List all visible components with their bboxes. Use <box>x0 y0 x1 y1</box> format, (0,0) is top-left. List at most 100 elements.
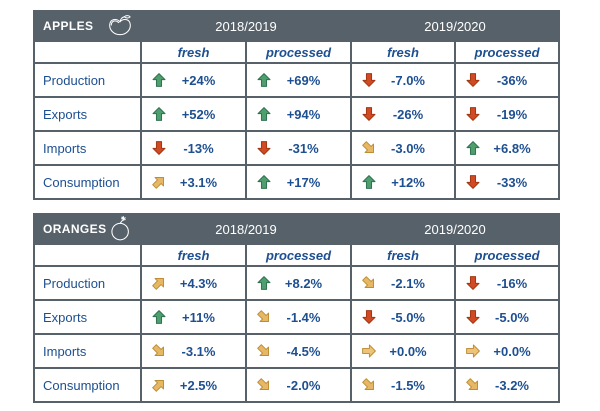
value-cell: +8.2% <box>244 265 353 301</box>
value-text: -13% <box>183 140 214 156</box>
trend-arrow-icon <box>465 309 481 325</box>
trend-arrow-icon <box>151 377 167 393</box>
table-row: Consumption +2.5% -2.0% -1.5% -3.2% <box>33 367 561 403</box>
subheader-processed: processed <box>244 243 353 267</box>
subheader-processed: processed <box>454 40 561 64</box>
value-text: +0.0% <box>493 343 531 359</box>
oranges-title-cell: ORANGES <box>33 213 142 245</box>
value-text: +8.2% <box>284 275 323 291</box>
value-text: -19% <box>496 106 528 122</box>
value-cell: -2.1% <box>350 265 457 301</box>
value-cell: +12% <box>350 164 457 200</box>
trend-arrow-icon <box>151 309 167 325</box>
apples-title-cell: APPLES <box>33 10 142 42</box>
empty-cell <box>33 243 142 267</box>
value-text: +0.0% <box>389 343 427 359</box>
value-text: -36% <box>496 72 528 88</box>
trend-arrow-icon <box>361 343 377 359</box>
trend-arrow-icon <box>151 140 167 156</box>
value-text: +12% <box>391 174 425 190</box>
trend-arrow-icon <box>361 140 377 156</box>
value-cell: -19% <box>454 96 561 132</box>
value-text: -3.0% <box>391 140 425 156</box>
value-cell: +6.8% <box>454 130 561 166</box>
value-text: -2.0% <box>286 377 321 393</box>
row-label: Imports <box>33 130 142 166</box>
value-text: -5.0% <box>495 309 529 325</box>
value-text: -26% <box>392 106 424 122</box>
trend-arrow-icon <box>256 140 272 156</box>
trend-arrow-icon <box>465 377 481 393</box>
value-cell: -33% <box>454 164 561 200</box>
value-text: -33% <box>496 174 528 190</box>
year-header-2019-2020: 2019/2020 <box>350 213 561 245</box>
row-label: Exports <box>33 96 142 132</box>
value-cell: +94% <box>244 96 353 132</box>
table-row: Consumption +3.1% +17% +12% -33% <box>33 164 561 200</box>
trend-arrow-icon <box>256 343 272 359</box>
trend-arrow-icon <box>256 174 272 190</box>
trend-arrow-icon <box>151 72 167 88</box>
subheader-processed: processed <box>454 243 561 267</box>
subheader-fresh: fresh <box>140 243 247 267</box>
value-text: +3.1% <box>179 174 218 190</box>
value-cell: -31% <box>244 130 353 166</box>
value-cell: -3.1% <box>140 333 247 369</box>
row-label: Imports <box>33 333 142 369</box>
trend-arrow-icon <box>256 377 272 393</box>
trend-arrow-icon <box>465 140 481 156</box>
table-title: APPLES <box>43 19 94 33</box>
value-cell: +69% <box>244 62 353 98</box>
value-cell: -16% <box>454 265 561 301</box>
trend-arrow-icon <box>361 174 377 190</box>
value-cell: -1.5% <box>350 367 457 403</box>
oranges-subheader-row: fresh processed fresh processed <box>33 243 561 267</box>
subheader-fresh: fresh <box>350 243 457 267</box>
value-cell: +17% <box>244 164 353 200</box>
value-cell: -26% <box>350 96 457 132</box>
value-text: -3.1% <box>181 343 216 359</box>
value-text: -3.2% <box>495 377 529 393</box>
value-cell: -1.4% <box>244 299 353 335</box>
table-row: Imports -3.1% -4.5% +0.0% +0.0% <box>33 333 561 369</box>
value-text: -5.0% <box>391 309 425 325</box>
trend-arrow-icon <box>256 106 272 122</box>
value-cell: +2.5% <box>140 367 247 403</box>
oranges-table: ORANGES 2018/2019 2019/2020 fresh proces… <box>33 213 561 403</box>
table-row: Imports -13% -31% -3.0% +6.8% <box>33 130 561 166</box>
trend-arrow-icon <box>256 72 272 88</box>
table-row: Production +4.3% +8.2% -2.1% -16% <box>33 265 561 301</box>
year-header-2019-2020: 2019/2020 <box>350 10 561 42</box>
year-header-2018-2019: 2018/2019 <box>139 213 353 245</box>
value-text: -4.5% <box>286 343 321 359</box>
value-text: +94% <box>286 106 321 122</box>
trend-arrow-icon <box>465 343 481 359</box>
value-cell: +3.1% <box>140 164 247 200</box>
subheader-processed: processed <box>244 40 353 64</box>
table-row: Exports +52% +94% -26% -19% <box>33 96 561 132</box>
trend-arrow-icon <box>151 174 167 190</box>
value-text: +2.5% <box>179 377 218 393</box>
trend-arrow-icon <box>361 309 377 325</box>
table-title: ORANGES <box>43 222 107 236</box>
subheader-fresh: fresh <box>350 40 457 64</box>
trend-arrow-icon <box>256 275 272 291</box>
value-text: -31% <box>288 140 319 156</box>
apple-icon <box>106 14 134 38</box>
value-text: +17% <box>286 174 321 190</box>
value-cell: -2.0% <box>244 367 353 403</box>
value-text: +52% <box>181 106 216 122</box>
value-text: -16% <box>496 275 528 291</box>
value-text: -1.4% <box>286 309 321 325</box>
trend-arrow-icon <box>465 106 481 122</box>
apples-table: APPLES 2018/2019 2019/2020 fresh process… <box>33 10 561 200</box>
apples-subheader-row: fresh processed fresh processed <box>33 40 561 64</box>
value-cell: +11% <box>140 299 247 335</box>
row-label: Production <box>33 265 142 301</box>
value-cell: -5.0% <box>454 299 561 335</box>
value-text: +6.8% <box>493 140 531 156</box>
empty-cell <box>33 40 142 64</box>
value-cell: -3.0% <box>350 130 457 166</box>
value-cell: -7.0% <box>350 62 457 98</box>
trend-arrow-icon <box>256 309 272 325</box>
